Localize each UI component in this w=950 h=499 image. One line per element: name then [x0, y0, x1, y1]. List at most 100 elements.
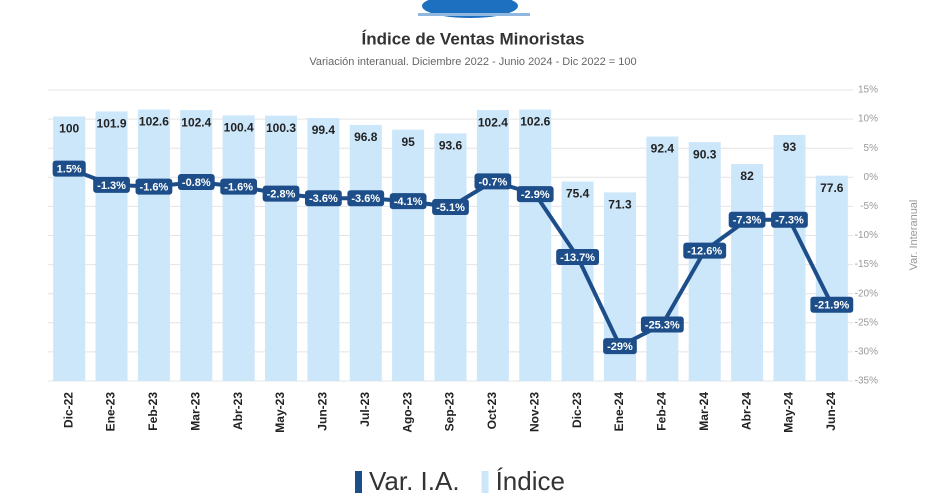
bars	[53, 109, 848, 382]
x-tick-label: Nov-23	[527, 392, 541, 432]
bar-value-label: 95	[401, 135, 415, 149]
line-value-label-box	[262, 185, 300, 202]
line-value-label-box	[220, 178, 258, 195]
bar-value-label: 93	[783, 140, 797, 154]
line-value-label-text: -1.6%	[140, 182, 169, 194]
y2-axis-label: Var. Interanual	[908, 200, 920, 271]
y2-tick-label: 0%	[864, 172, 879, 183]
line-value-label-text: -29%	[607, 341, 633, 353]
line-value-label: -1.6%	[220, 178, 258, 195]
y2-tick-label: 15%	[858, 85, 878, 96]
legend-label: Índice	[496, 466, 565, 496]
x-tick-label: Jun-23	[316, 392, 330, 431]
line-value-label: -25.3%	[640, 316, 684, 333]
line-value-label: -12.6%	[683, 242, 727, 259]
line-value-label-text: -0.8%	[182, 177, 211, 189]
line-value-label: -1.3%	[93, 176, 130, 193]
line-value-label: -3.6%	[305, 190, 342, 207]
line-value-label: -4.1%	[389, 193, 427, 210]
line-value-label-box	[728, 211, 766, 228]
line-value-label-text: -4.1%	[394, 196, 423, 208]
line-value-label-box	[347, 190, 385, 207]
line-value-label-box	[135, 178, 173, 195]
logo	[418, 0, 530, 18]
line-value-label: -7.3%	[771, 211, 808, 228]
x-tick-label: May-23	[273, 392, 287, 433]
bar	[815, 175, 848, 381]
line-value-label-box	[177, 173, 215, 190]
y2-tick-label: -35%	[855, 376, 878, 387]
bar-value-label: 77.6	[820, 181, 844, 195]
bar	[307, 118, 340, 382]
bar-value-label: 99.4	[312, 123, 336, 137]
y2-tick-label: -15%	[855, 259, 878, 270]
y2-tick-label: -5%	[860, 201, 878, 212]
y2-tick-label: 10%	[858, 114, 878, 125]
bar-value-label: 102.4	[181, 115, 211, 129]
x-tick-label: Sep-23	[443, 392, 457, 432]
legend-marker	[481, 471, 489, 493]
bar	[222, 115, 255, 381]
bar-value-label: 75.4	[566, 187, 590, 201]
line-value-label-text: -7.3%	[775, 215, 804, 227]
line-value-label: -29%	[603, 338, 637, 355]
line-value-label: -7.3%	[728, 211, 766, 228]
line-value-label-text: -3.6%	[351, 193, 380, 205]
line-value-label: -2.8%	[262, 185, 300, 202]
x-tick-label: Ene-24	[612, 392, 626, 432]
line-value-label: -13.7%	[556, 249, 600, 266]
line-value-label-box	[556, 249, 600, 266]
bar-value-label: 101.9	[97, 117, 127, 131]
labels: 1.5% -1.3% -1.6% -0.8% -1.6% -2.8% -3.6% -3.6% -…	[52, 115, 854, 355]
x-tick-label: Abr-24	[739, 392, 753, 430]
line-value-label-box	[771, 211, 808, 228]
line-value-label: -3.6%	[347, 190, 385, 207]
line-value-label-text: -25.3%	[645, 319, 680, 331]
bar	[265, 115, 298, 381]
x-tick-label: Mar-24	[697, 392, 711, 431]
x-tick-label: Mar-23	[188, 392, 202, 431]
line-value-label-text: -7.3%	[733, 215, 762, 227]
x-tick-label: Feb-23	[146, 392, 160, 431]
y2-tick-label: -10%	[855, 230, 878, 241]
bar-value-label: 100.3	[266, 121, 296, 135]
chart-subtitle: Variación interanual. Diciembre 2022 - J…	[309, 56, 636, 68]
bar	[180, 110, 213, 381]
line-value-label-text: -2.9%	[521, 189, 550, 201]
chart-title: Índice de Ventas Minoristas	[362, 29, 585, 48]
bar	[519, 109, 552, 382]
x-tick-label: Oct-23	[485, 392, 499, 430]
bar	[434, 133, 467, 381]
bar-value-label: 102.6	[139, 115, 169, 129]
legend-label: Var. I.A.	[369, 466, 460, 496]
y2-tick-label: -30%	[855, 347, 878, 358]
y2-tick-label: -25%	[855, 317, 878, 328]
bar-value-label: 102.6	[520, 115, 550, 129]
x-tick-label: Abr-23	[231, 392, 245, 430]
bar	[392, 129, 425, 381]
line-value-label-text: -5.1%	[436, 202, 465, 214]
y2-tick-label: 5%	[864, 143, 879, 154]
bar-value-label: 96.8	[354, 130, 378, 144]
x-tick-label: Feb-24	[655, 392, 669, 431]
line-value-label-text: -21.9%	[814, 300, 849, 312]
bar-value-label: 93.6	[439, 139, 463, 153]
bar-value-label: 100.4	[224, 121, 254, 135]
line-value-label-text: -0.7%	[478, 176, 507, 188]
line-value-label: -5.1%	[432, 198, 469, 215]
line-value-label-box	[305, 190, 342, 207]
line-value-label-text: -1.3%	[97, 180, 126, 192]
bar-value-label: 82	[740, 169, 754, 183]
legend-marker	[355, 471, 362, 493]
line-value-label-text: -12.6%	[687, 246, 722, 258]
logo-line	[418, 13, 530, 16]
line-value-label: -0.8%	[177, 173, 215, 190]
bar-value-label: 100	[59, 122, 79, 136]
line-value-label-box	[516, 186, 554, 203]
line-value-label-text: -3.6%	[309, 193, 338, 205]
x-tick-label: Dic-22	[61, 392, 75, 428]
line-value-label-box	[810, 296, 854, 313]
line-value-label: -0.7%	[474, 173, 512, 190]
line-value-label-box	[432, 198, 469, 215]
